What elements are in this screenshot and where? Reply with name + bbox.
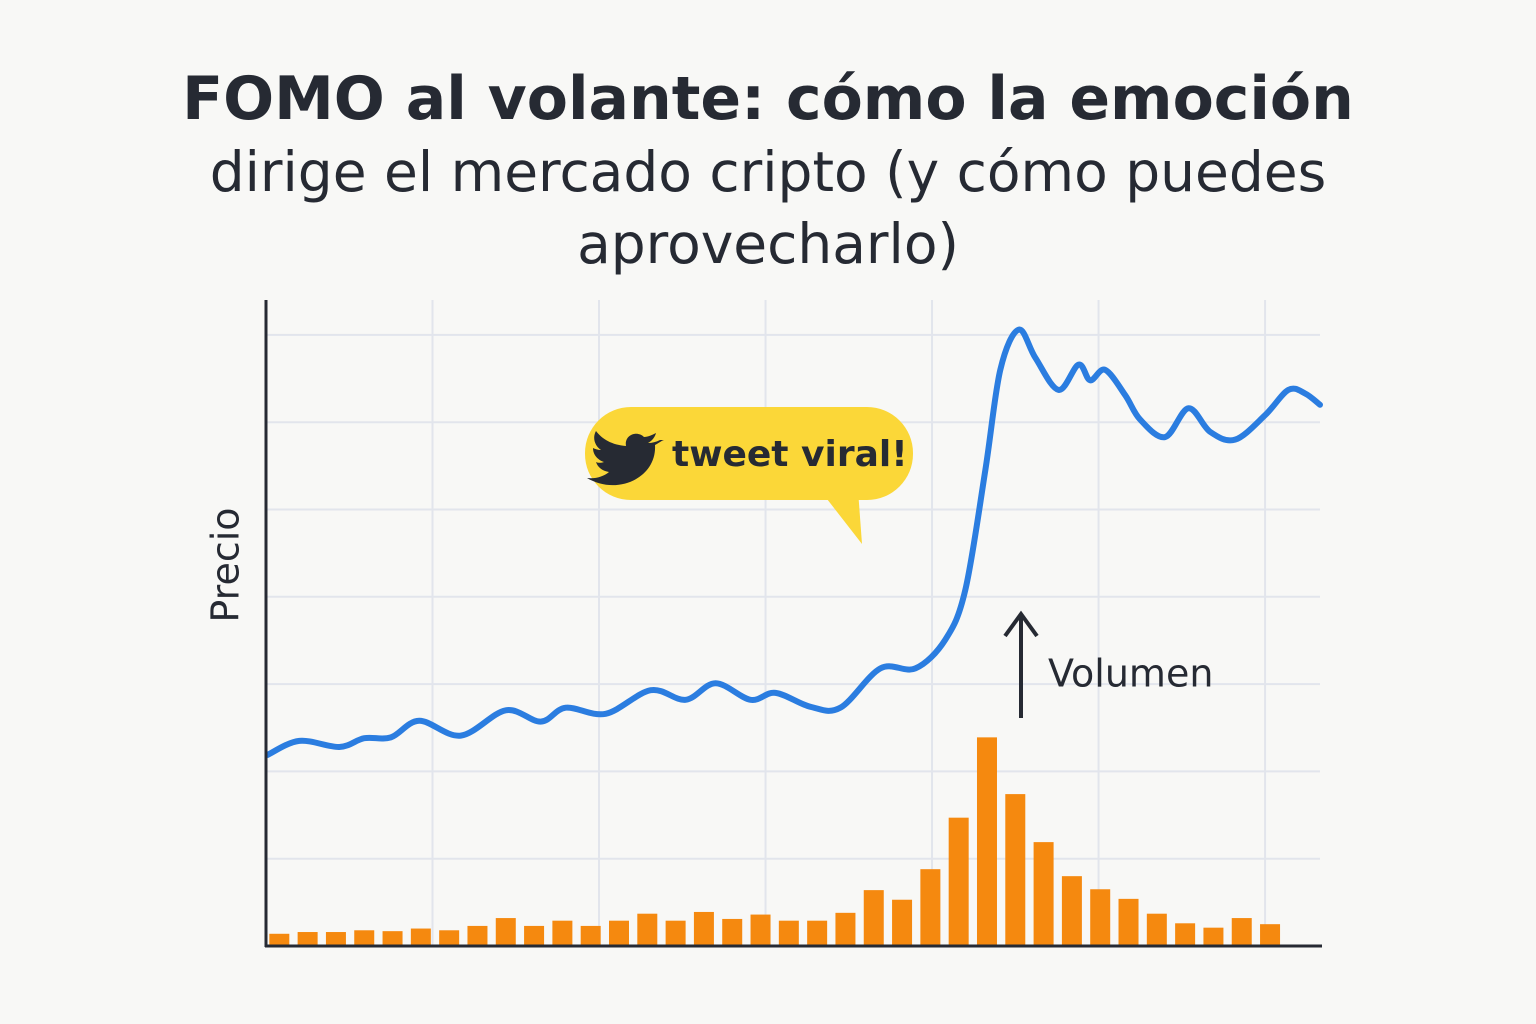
volume-bar <box>807 920 828 946</box>
volume-bar <box>863 890 884 946</box>
volume-bar <box>552 920 573 946</box>
volume-bar <box>693 911 714 946</box>
volume-bar <box>722 918 743 946</box>
chart-title: FOMO al volante: cómo la emoción <box>182 64 1354 134</box>
chart-subtitle: dirige el mercado cripto (y cómo puedes … <box>209 140 1327 276</box>
volume-bar <box>1146 913 1167 946</box>
volume-bar <box>1175 923 1196 946</box>
arrow-head <box>1003 610 1039 638</box>
volume-bar <box>325 932 346 946</box>
volume-bar <box>580 925 601 946</box>
volume-bar <box>1033 842 1054 946</box>
bubble-tail <box>820 490 862 544</box>
annotation: Volumen <box>1048 652 1213 696</box>
bubble-body <box>585 407 913 500</box>
volume-bar <box>467 925 488 946</box>
volume-bar <box>835 912 856 946</box>
volume-bar <box>948 817 969 946</box>
volume-bar <box>665 920 686 946</box>
marks <box>264 326 1323 946</box>
volume-bar <box>382 931 403 946</box>
volume-bar <box>1061 876 1082 946</box>
volume-bar <box>608 920 629 946</box>
volume-bar <box>524 925 545 946</box>
volume-bar <box>1005 794 1026 946</box>
volume-bar <box>354 930 375 946</box>
price-line <box>264 326 1323 758</box>
header: FOMO al volante: cómo la emoción dirige … <box>0 62 1536 280</box>
volume-bar <box>1231 918 1252 946</box>
speech-bubble: tweet viral! <box>585 407 913 544</box>
y-axis-label: Precio <box>204 507 248 622</box>
volume-bar <box>1203 927 1224 946</box>
volume-bar <box>269 933 290 946</box>
volume-bar <box>1118 898 1139 946</box>
volume-bar <box>637 913 658 946</box>
volume-bar <box>495 918 516 946</box>
volume-bar <box>1090 889 1111 946</box>
volume-bar <box>750 914 771 946</box>
volume-bar <box>920 869 941 946</box>
volume-bar <box>976 737 997 946</box>
grid <box>266 300 1320 946</box>
volume-bar <box>297 932 318 946</box>
volume-bar <box>892 899 913 946</box>
bird-icon <box>587 431 664 486</box>
volume-bar <box>1260 924 1281 946</box>
volume-bar <box>778 920 799 946</box>
volume-bar <box>439 930 460 946</box>
volume-bar <box>410 928 431 946</box>
volume-arrow <box>1003 610 1039 718</box>
annotation: tweet viral! <box>672 434 908 475</box>
